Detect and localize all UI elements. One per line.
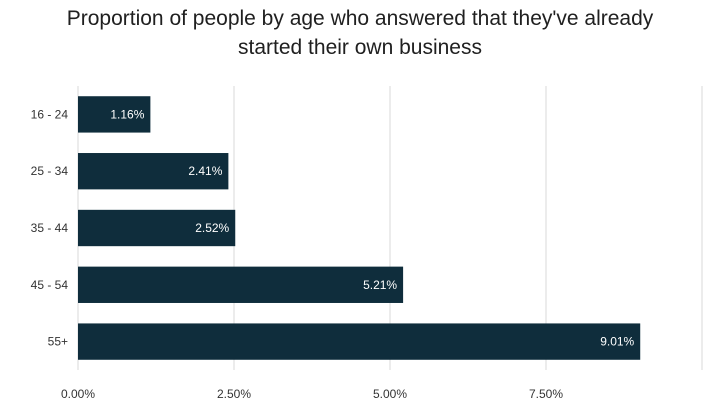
bar (78, 96, 151, 133)
category-label: 35 - 44 (31, 221, 69, 235)
bar (78, 153, 229, 190)
category-label: 16 - 24 (31, 107, 69, 121)
bar (78, 266, 404, 303)
bar (78, 209, 236, 247)
bar-data-label: 1.16% (110, 107, 144, 121)
bar-data-label: 5.21% (363, 278, 397, 292)
chart-title-line-2: started their own business (238, 36, 482, 59)
chart-title-line-1: Proportion of people by age who answered… (66, 7, 654, 30)
x-tick-label: 7.50% (529, 387, 563, 401)
category-label: 55+ (48, 335, 68, 349)
chart-title: Proportion of people by age who answered… (0, 4, 720, 62)
bar-data-label: 2.41% (188, 164, 222, 178)
bar (78, 323, 641, 360)
category-label: 45 - 54 (31, 278, 69, 292)
x-tick-labels: 0.00% 2.50% 5.00% 7.50% (61, 387, 563, 401)
x-tick-label: 5.00% (373, 387, 407, 401)
bar-data-label: 9.01% (600, 335, 634, 349)
bar-data-label: 2.52% (195, 221, 229, 235)
x-tick-label: 2.50% (217, 387, 251, 401)
x-tick-label: 0.00% (61, 387, 95, 401)
bars: 1.16% 2.41% 2.52% 5.21% 9.01% (78, 96, 641, 360)
category-label: 25 - 34 (31, 164, 69, 178)
category-labels: 16 - 24 25 - 34 35 - 44 45 - 54 55+ (31, 107, 69, 348)
